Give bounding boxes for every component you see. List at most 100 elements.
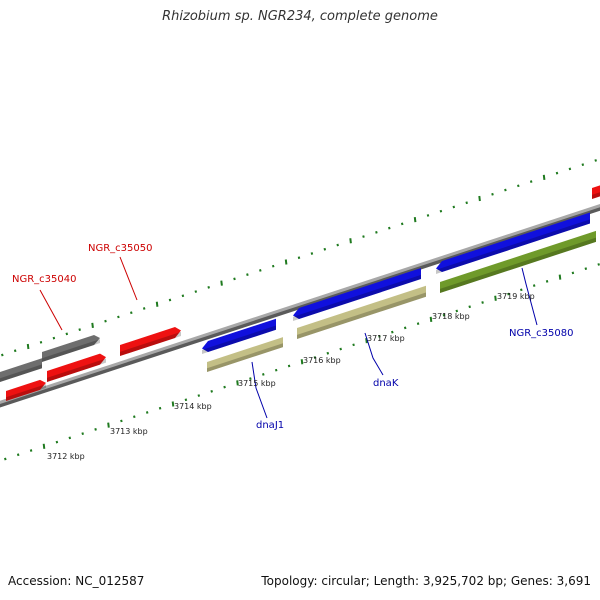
upper-scale-ticks [1, 159, 597, 357]
lower-scale-ticks [4, 263, 600, 461]
scale-label: 3714 kbp [174, 402, 212, 411]
scale-label: 3717 kbp [367, 334, 405, 343]
minor-tick [52, 336, 56, 340]
gene-red-ngr-c35040b[interactable] [47, 353, 106, 382]
minor-tick [297, 256, 301, 260]
gene-gray-2[interactable] [42, 334, 100, 362]
minor-tick [13, 349, 17, 353]
gene-olive-ngr-c35080[interactable] [440, 230, 596, 293]
scale-label: 3715 kbp [238, 379, 276, 388]
minor-tick [55, 440, 59, 444]
minor-tick [287, 364, 291, 368]
leader-dnak [364, 332, 384, 376]
minor-tick [400, 222, 404, 226]
leader-ngr-c35050 [119, 256, 138, 301]
major-tick [284, 259, 288, 265]
minor-tick [184, 398, 188, 402]
minor-tick [455, 309, 459, 313]
gene-label-dnaj1[interactable]: dnaJ1 [256, 420, 284, 431]
minor-tick [378, 334, 381, 338]
major-tick [155, 301, 159, 307]
minor-tick [507, 292, 510, 296]
minor-tick [594, 159, 597, 162]
minor-tick [323, 247, 327, 251]
leader-ngr-c35040 [39, 289, 63, 331]
minor-tick [262, 373, 265, 376]
minor-tick [120, 419, 123, 423]
gene-label-dnak[interactable]: dnaK [373, 378, 399, 389]
minor-tick [468, 305, 471, 309]
minor-tick [362, 235, 365, 238]
minor-tick [481, 301, 484, 304]
major-tick [349, 238, 352, 244]
minor-tick [210, 389, 213, 393]
gene-red-ngr-c35040a[interactable] [6, 379, 46, 401]
minor-tick [194, 290, 198, 293]
gene-khaki-dnaj1[interactable] [207, 337, 283, 372]
minor-tick [313, 356, 317, 359]
major-tick [413, 217, 417, 223]
minor-tick [555, 171, 559, 175]
major-tick [494, 295, 497, 301]
minor-tick [181, 294, 185, 298]
minor-tick [207, 285, 210, 289]
minor-tick [94, 428, 97, 431]
gene-blue-dnak[interactable] [293, 268, 421, 321]
minor-tick [104, 319, 107, 323]
minor-tick [1, 353, 4, 357]
minor-tick [352, 343, 355, 347]
gene-blue-dnaj1[interactable] [202, 318, 276, 354]
page-title: Rhizobium sp. NGR234, complete genome [162, 9, 438, 24]
gene-khaki-dnak[interactable] [297, 285, 426, 339]
gene-label-ngr-c35050[interactable]: NGR_c35050 [88, 243, 153, 254]
minor-tick [117, 315, 120, 319]
minor-tick [571, 271, 575, 275]
minor-tick [233, 277, 236, 281]
minor-tick [78, 328, 81, 331]
minor-tick [581, 163, 585, 167]
minor-tick [416, 322, 420, 326]
minor-tick [145, 411, 149, 414]
gene-red-ngr-c35050[interactable] [120, 326, 181, 356]
minor-tick [568, 167, 572, 171]
minor-tick [529, 180, 533, 183]
gene-label-ngr-c35080[interactable]: NGR_c35080 [509, 328, 574, 339]
minor-tick [249, 377, 252, 381]
scale-label: 3719 kbp [497, 292, 535, 301]
minor-tick [68, 436, 72, 440]
minor-tick [326, 351, 330, 355]
minor-tick [310, 252, 314, 255]
minor-tick [439, 209, 443, 213]
minor-tick [158, 406, 162, 410]
major-tick [91, 322, 94, 329]
major-tick [429, 316, 433, 323]
scale-label: 3712 kbp [47, 452, 85, 461]
minor-tick [168, 298, 172, 302]
minor-tick [375, 230, 378, 234]
major-tick [107, 422, 110, 428]
gene-red-edge[interactable] [592, 185, 600, 199]
accession-text: Accession: NC_012587 [8, 574, 145, 588]
leader-ngr-c35080 [521, 267, 538, 326]
major-tick [542, 174, 546, 180]
minor-tick [197, 394, 201, 397]
minor-tick [491, 192, 494, 196]
major-tick [171, 401, 175, 407]
minor-tick [274, 368, 278, 372]
minor-tick [403, 326, 407, 330]
minor-tick [597, 263, 600, 266]
gene-gray-1[interactable] [0, 358, 42, 382]
gene-blue-right[interactable] [436, 212, 590, 274]
minor-tick [4, 457, 7, 461]
label-leader-lines [39, 256, 538, 419]
minor-tick [142, 307, 146, 310]
gene-label-ngr-c35040[interactable]: NGR_c35040 [12, 274, 77, 285]
minor-tick [65, 332, 69, 336]
gene-features [0, 185, 600, 401]
minor-tick [133, 415, 136, 419]
scale-label: 3713 kbp [110, 427, 148, 436]
genome-summary-text: Topology: circular; Length: 3,925,702 bp… [261, 574, 591, 588]
minor-tick [442, 313, 446, 317]
minor-tick [259, 269, 262, 272]
